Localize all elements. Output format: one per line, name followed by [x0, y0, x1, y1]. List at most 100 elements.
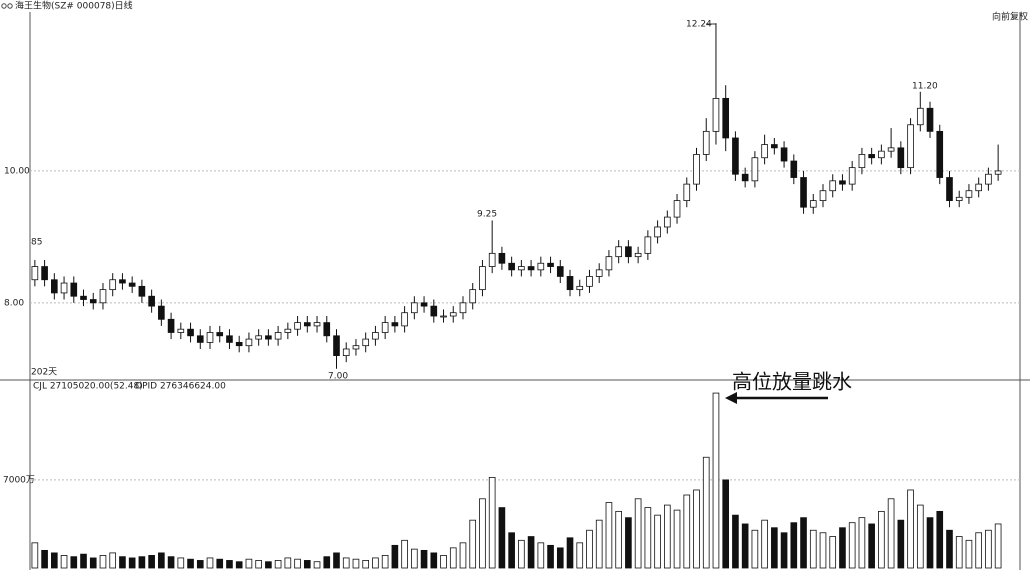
candle-body	[887, 147, 895, 152]
candle-body	[440, 315, 447, 318]
candle-body	[975, 183, 982, 192]
volume-bar	[352, 558, 360, 569]
volume-bar	[985, 529, 992, 569]
candle-body	[576, 285, 584, 291]
volume-bar	[449, 547, 457, 569]
candle-body	[158, 305, 165, 320]
volume-bar	[809, 529, 817, 569]
volume-bar	[235, 561, 243, 569]
candle-body	[615, 246, 622, 258]
price-label: 7.00	[328, 372, 348, 382]
volume-bar	[109, 552, 117, 569]
volume-bar	[284, 557, 292, 569]
candle-body	[634, 252, 642, 258]
volume-bar	[60, 555, 68, 569]
volume-bar	[663, 504, 671, 569]
candle-body	[732, 137, 739, 175]
candle-body	[985, 173, 992, 185]
candle-body	[294, 322, 301, 330]
volume-bar	[576, 542, 584, 569]
volume-bar	[167, 556, 175, 569]
candle-body	[362, 338, 370, 347]
candle-body	[946, 177, 953, 202]
candle-body	[177, 328, 185, 333]
candle-body	[488, 252, 496, 267]
candle-body	[537, 262, 545, 271]
candle-body	[420, 302, 428, 307]
candle-body	[508, 262, 515, 271]
candle-body	[391, 322, 399, 327]
volume-bar	[907, 489, 914, 569]
volume-bar	[323, 556, 331, 569]
candle-body	[80, 295, 87, 300]
volume-bar	[381, 555, 389, 569]
volume-caption: OPID 276346624.00	[135, 382, 226, 392]
volume-bar	[625, 517, 632, 569]
volume-bar	[848, 522, 856, 569]
candle-body	[109, 279, 117, 291]
candle-body	[751, 157, 759, 182]
candle-body	[780, 147, 788, 162]
volume-bar	[177, 557, 185, 569]
candle-body	[994, 170, 1002, 175]
volume-bar	[401, 539, 408, 569]
volume-bar	[605, 502, 613, 569]
candle-body	[459, 302, 467, 314]
volume-bar	[868, 523, 875, 569]
candle-body	[148, 295, 155, 307]
candle-body	[595, 269, 603, 277]
volume-bar	[420, 549, 428, 569]
icon	[7, 3, 13, 9]
volume-bar	[722, 479, 730, 569]
volume-bar	[80, 553, 87, 569]
candle-body	[809, 200, 817, 208]
candle-body	[381, 322, 389, 333]
volume-bar	[294, 558, 301, 569]
candle-body	[255, 335, 262, 340]
candle-body	[644, 236, 652, 254]
volume-bar	[265, 561, 272, 569]
candle-body	[527, 266, 535, 271]
price-label: 12.24	[686, 20, 712, 30]
volume-bar	[440, 555, 447, 569]
volume-bar	[994, 523, 1002, 569]
volume-bar	[780, 532, 788, 569]
volume-bar	[634, 498, 642, 569]
candle-body	[800, 177, 807, 208]
candle-body	[119, 279, 126, 284]
volume-bar	[527, 536, 535, 569]
candle-body	[819, 190, 827, 202]
candle-body	[693, 154, 700, 185]
volume-bar	[926, 517, 934, 569]
candle-body	[673, 200, 681, 218]
candle-body	[284, 328, 292, 333]
volume-bar	[508, 532, 515, 569]
candle-body	[352, 345, 360, 350]
volume-bar	[839, 527, 846, 569]
candle-body	[586, 276, 593, 287]
volume-bar	[274, 560, 282, 569]
volume-bar	[955, 536, 963, 569]
volume-bar	[547, 544, 554, 569]
candle-body	[469, 289, 477, 304]
candle-body	[323, 322, 331, 337]
candle-body	[31, 266, 39, 281]
volume-bar	[459, 542, 467, 569]
candle-body	[216, 332, 224, 337]
volume-bar	[119, 556, 126, 569]
candle-body	[839, 180, 846, 185]
candle-body	[556, 266, 564, 277]
candle-body	[625, 246, 632, 258]
candle-body	[605, 256, 613, 271]
period-label: 202天	[31, 368, 57, 378]
candle-body	[51, 279, 58, 294]
candle-body	[411, 302, 418, 314]
candle-body	[663, 216, 671, 228]
candle-body	[712, 97, 720, 132]
candle-body	[138, 285, 146, 297]
icon	[1, 3, 7, 9]
candle-body	[858, 154, 866, 169]
volume-bar	[148, 555, 155, 569]
candle-body	[702, 130, 710, 155]
